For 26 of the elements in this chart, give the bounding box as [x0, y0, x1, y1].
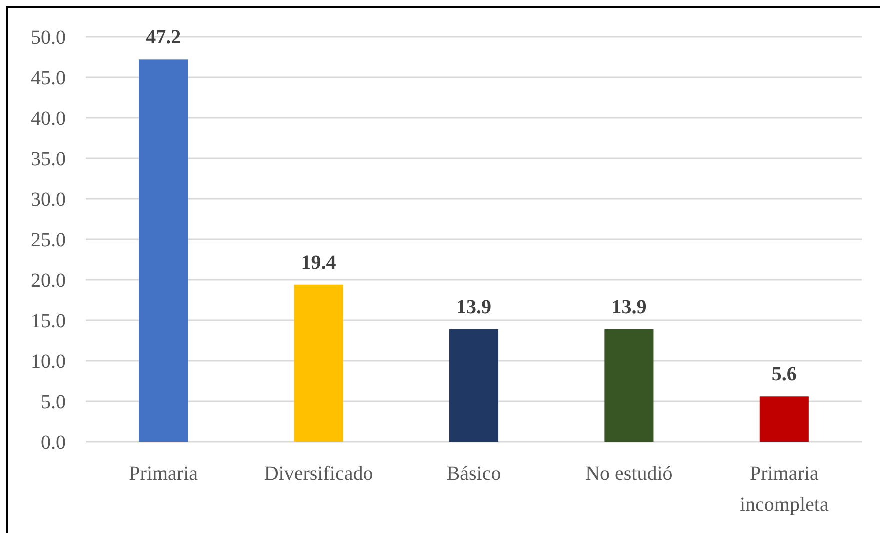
y-tick-label: 30.0 — [31, 189, 66, 211]
y-tick-label: 50.0 — [31, 27, 66, 49]
x-tick-label: Diversificado — [264, 463, 374, 485]
bar — [294, 284, 344, 442]
bar — [604, 329, 654, 442]
data-label: 19.4 — [301, 252, 336, 274]
y-tick-label: 20.0 — [31, 270, 66, 292]
data-label: 5.6 — [772, 364, 797, 386]
y-tick-label: 40.0 — [31, 108, 66, 130]
y-tick-label: 15.0 — [31, 310, 66, 332]
y-tick-label: 35.0 — [31, 148, 66, 170]
x-tick-label: No estudió — [586, 463, 673, 485]
y-tick-label: 5.0 — [41, 392, 66, 414]
x-tick-label: Básico — [446, 463, 502, 485]
y-tick-label: 10.0 — [31, 351, 66, 373]
y-tick-label: 45.0 — [31, 68, 66, 90]
data-label: 13.9 — [456, 296, 492, 318]
y-tick-label: 0.0 — [41, 432, 66, 454]
x-tick-label: Primaria — [129, 463, 198, 485]
x-tick-label: Primaria incompleta — [740, 463, 829, 516]
data-label: 47.2 — [146, 26, 182, 49]
bar — [760, 396, 809, 442]
y-tick-label: 25.0 — [31, 230, 66, 252]
bar — [139, 60, 188, 442]
bar — [449, 329, 499, 442]
data-label: 13.9 — [612, 296, 647, 318]
